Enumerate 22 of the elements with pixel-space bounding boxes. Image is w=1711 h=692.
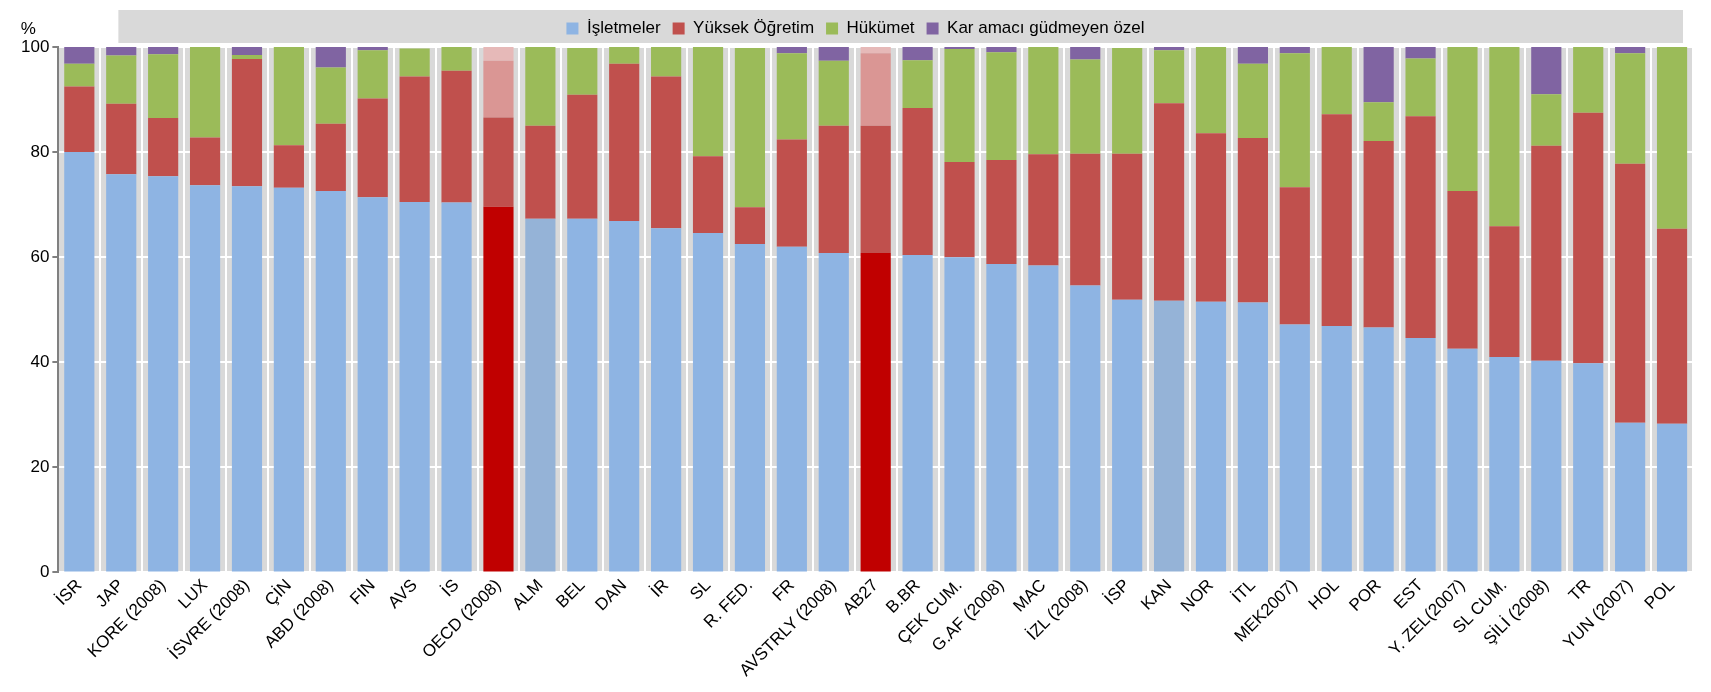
x-tick-label: HOL (1304, 575, 1343, 614)
x-tick-label: İS (437, 575, 463, 601)
y-tick-label: 20 (30, 457, 50, 477)
x-tick-label: FIN (346, 575, 379, 609)
y-tick-label: 80 (30, 141, 50, 161)
y-tick-label: 0 (39, 562, 50, 582)
y-axis-title: % (20, 18, 36, 38)
x-tick-label: İSP (1100, 575, 1134, 609)
y-tick-label: 40 (30, 351, 50, 371)
x-tick-label: İSR (51, 575, 86, 609)
legend-label: İşletmeler (586, 18, 661, 38)
x-tick-label: İR (646, 575, 673, 601)
x-tick-label: SL (686, 575, 715, 604)
legend-label: Hükümet (846, 18, 915, 38)
x-tick-label: POL (1640, 575, 1679, 613)
x-tick-label: FR (768, 575, 798, 605)
y-tick-label: 60 (30, 246, 50, 266)
x-tick-label: BEL (552, 575, 589, 612)
legend-label: Kar amacı güdmeyen özel (947, 18, 1145, 38)
y-tick-label: 100 (20, 36, 50, 56)
legend-label: Yüksek Öğretim (693, 18, 815, 38)
x-tick-label: TR (1564, 575, 1595, 605)
